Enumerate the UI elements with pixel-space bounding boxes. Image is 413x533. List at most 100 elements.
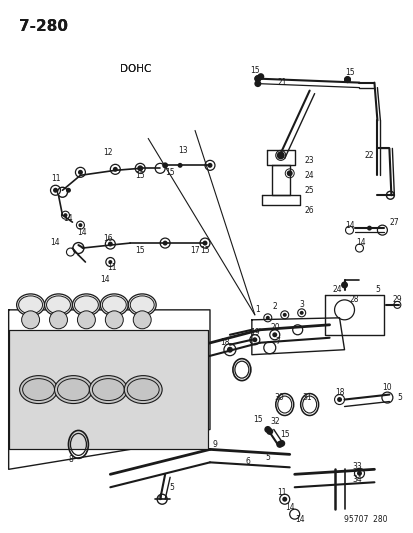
- Text: 23: 23: [304, 156, 314, 165]
- Text: 34: 34: [352, 475, 361, 484]
- Text: 14: 14: [64, 214, 73, 223]
- Text: 18: 18: [334, 388, 344, 397]
- Circle shape: [78, 170, 83, 175]
- Text: 14: 14: [100, 276, 110, 285]
- Circle shape: [275, 441, 282, 448]
- Text: 7-280: 7-280: [19, 19, 67, 34]
- Text: 22: 22: [364, 151, 373, 160]
- Text: 14: 14: [77, 228, 87, 237]
- Text: 5: 5: [374, 285, 379, 294]
- Text: 11: 11: [107, 263, 117, 272]
- Circle shape: [254, 80, 261, 87]
- Text: 14: 14: [356, 238, 366, 247]
- Circle shape: [340, 281, 347, 288]
- Circle shape: [272, 332, 277, 337]
- Text: 15: 15: [279, 430, 289, 439]
- Text: 24: 24: [304, 171, 314, 180]
- Text: 5: 5: [396, 393, 401, 402]
- Circle shape: [282, 313, 286, 317]
- Text: 11: 11: [276, 488, 286, 497]
- Circle shape: [162, 163, 168, 168]
- Circle shape: [286, 171, 292, 176]
- Circle shape: [50, 311, 67, 329]
- Circle shape: [137, 165, 143, 171]
- Circle shape: [366, 225, 371, 231]
- Circle shape: [207, 163, 212, 168]
- Text: 26: 26: [304, 206, 314, 215]
- Circle shape: [53, 188, 58, 193]
- Ellipse shape: [89, 376, 127, 403]
- Text: 5: 5: [265, 453, 270, 462]
- Text: 12: 12: [103, 148, 113, 157]
- Text: 28: 28: [349, 295, 358, 304]
- Circle shape: [254, 75, 261, 82]
- Circle shape: [177, 163, 182, 168]
- Circle shape: [266, 428, 273, 435]
- Text: 11: 11: [51, 174, 60, 183]
- Text: 16: 16: [103, 233, 113, 243]
- Text: 4: 4: [157, 492, 162, 502]
- Text: 10: 10: [382, 383, 391, 392]
- Ellipse shape: [128, 294, 156, 316]
- Circle shape: [254, 75, 261, 82]
- Text: 21: 21: [277, 78, 287, 87]
- Text: 15: 15: [165, 168, 175, 177]
- Circle shape: [252, 337, 257, 342]
- Text: 33: 33: [352, 462, 361, 471]
- Circle shape: [21, 311, 40, 329]
- Text: 9: 9: [212, 440, 217, 449]
- Circle shape: [202, 240, 207, 246]
- Circle shape: [282, 497, 287, 502]
- Text: 15: 15: [344, 68, 354, 77]
- Text: 15: 15: [252, 415, 262, 424]
- Circle shape: [77, 311, 95, 329]
- Circle shape: [343, 76, 350, 83]
- Text: 7: 7: [275, 337, 280, 346]
- Text: 15: 15: [249, 66, 259, 75]
- Ellipse shape: [72, 294, 100, 316]
- Text: 14: 14: [344, 221, 354, 230]
- Circle shape: [226, 347, 233, 353]
- Circle shape: [162, 240, 167, 246]
- Text: DOHC: DOHC: [120, 63, 151, 74]
- Text: 24: 24: [332, 285, 342, 294]
- Text: 95707  280: 95707 280: [343, 515, 387, 523]
- Text: 5: 5: [169, 483, 174, 492]
- Text: 25: 25: [304, 186, 314, 195]
- Circle shape: [343, 76, 350, 83]
- Circle shape: [78, 223, 82, 227]
- Circle shape: [265, 316, 269, 320]
- Bar: [9, 330, 207, 449]
- Text: 3: 3: [299, 301, 304, 309]
- Text: 6: 6: [245, 457, 250, 466]
- Text: 29: 29: [392, 295, 401, 304]
- Text: 19: 19: [249, 328, 259, 337]
- Circle shape: [105, 311, 123, 329]
- Circle shape: [113, 167, 118, 172]
- Circle shape: [108, 260, 112, 264]
- Text: 32: 32: [269, 417, 279, 426]
- Ellipse shape: [17, 294, 45, 316]
- Circle shape: [66, 188, 71, 193]
- Circle shape: [133, 311, 151, 329]
- Text: 8: 8: [68, 455, 73, 464]
- Ellipse shape: [100, 294, 128, 316]
- Text: 31: 31: [302, 393, 312, 402]
- Text: 14: 14: [284, 503, 294, 512]
- Circle shape: [107, 241, 113, 247]
- Circle shape: [336, 397, 341, 402]
- Text: 15: 15: [200, 246, 209, 255]
- Circle shape: [276, 151, 284, 159]
- Text: 14: 14: [294, 515, 304, 523]
- Circle shape: [278, 440, 285, 447]
- Text: 15: 15: [135, 171, 145, 180]
- Ellipse shape: [124, 376, 162, 403]
- Text: 2: 2: [272, 302, 276, 311]
- Ellipse shape: [55, 376, 92, 403]
- Text: DOHC: DOHC: [120, 63, 151, 74]
- Circle shape: [299, 311, 303, 315]
- Circle shape: [356, 471, 361, 476]
- Text: 18: 18: [220, 338, 229, 347]
- Ellipse shape: [45, 294, 72, 316]
- Text: 13: 13: [178, 146, 188, 155]
